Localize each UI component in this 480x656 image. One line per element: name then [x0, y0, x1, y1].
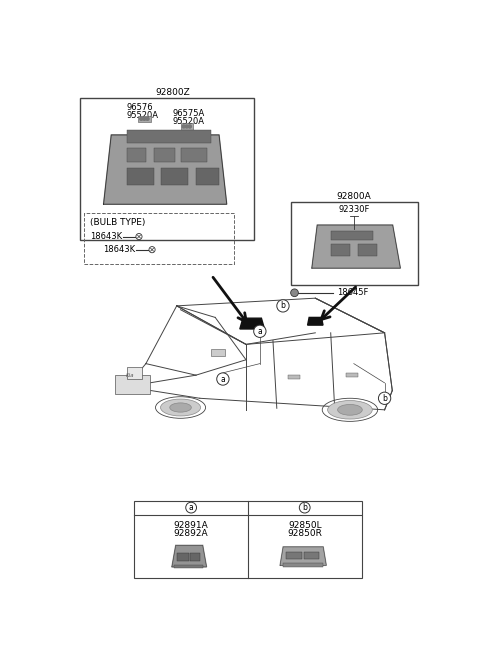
Text: b: b: [302, 503, 307, 512]
Polygon shape: [104, 135, 227, 204]
Bar: [138, 115, 151, 122]
Bar: [115, 375, 150, 394]
Bar: [190, 553, 200, 561]
Circle shape: [277, 300, 289, 312]
Text: 96576: 96576: [127, 104, 153, 112]
Ellipse shape: [337, 405, 362, 415]
Ellipse shape: [328, 401, 372, 419]
Bar: [134, 501, 361, 578]
Text: a: a: [220, 375, 225, 384]
Bar: [180, 148, 207, 162]
Polygon shape: [312, 225, 400, 268]
Text: 92892A: 92892A: [174, 529, 208, 539]
Bar: [127, 367, 142, 379]
Text: 18645F: 18645F: [337, 288, 368, 297]
Bar: [346, 373, 358, 377]
Circle shape: [185, 125, 188, 128]
Text: Kia: Kia: [126, 373, 135, 378]
Text: 92800Z: 92800Z: [156, 88, 190, 97]
Text: 95520A: 95520A: [127, 111, 159, 120]
Bar: [358, 244, 377, 256]
Circle shape: [254, 325, 266, 337]
Circle shape: [217, 373, 229, 385]
Bar: [161, 168, 188, 185]
Text: a: a: [257, 327, 262, 336]
Bar: [127, 168, 154, 185]
Bar: [331, 244, 350, 256]
Circle shape: [140, 117, 143, 120]
Polygon shape: [240, 318, 264, 329]
Circle shape: [182, 125, 185, 128]
Polygon shape: [172, 545, 206, 567]
Polygon shape: [280, 547, 326, 565]
Bar: [331, 231, 373, 240]
Bar: [174, 565, 204, 569]
Bar: [177, 553, 189, 561]
Ellipse shape: [160, 399, 201, 416]
Circle shape: [143, 117, 146, 120]
Text: 92850L: 92850L: [288, 521, 322, 530]
Circle shape: [136, 234, 142, 239]
Bar: [286, 552, 301, 559]
Circle shape: [300, 502, 310, 513]
Text: 92330F: 92330F: [338, 205, 370, 214]
Bar: [288, 375, 300, 379]
Text: b: b: [382, 394, 387, 403]
Circle shape: [146, 117, 149, 120]
Ellipse shape: [170, 403, 192, 412]
Bar: [283, 563, 323, 567]
Bar: [211, 349, 225, 356]
Bar: [127, 131, 211, 142]
Text: 92891A: 92891A: [174, 521, 208, 530]
Bar: [304, 552, 319, 559]
Bar: [196, 168, 219, 185]
Polygon shape: [308, 318, 323, 325]
Circle shape: [378, 392, 391, 405]
Circle shape: [186, 502, 196, 513]
Text: 92850R: 92850R: [287, 529, 322, 539]
Bar: [180, 123, 193, 129]
Text: 18643K: 18643K: [90, 232, 122, 241]
Bar: [81, 98, 254, 240]
Text: 96575A: 96575A: [173, 109, 205, 118]
Circle shape: [188, 125, 192, 128]
Text: 18643K: 18643K: [104, 245, 136, 254]
Bar: [291, 202, 418, 285]
Circle shape: [149, 247, 155, 253]
Bar: [84, 213, 234, 264]
Text: 92800A: 92800A: [337, 192, 372, 201]
Text: b: b: [280, 301, 286, 310]
Text: 95520A: 95520A: [173, 117, 205, 125]
Bar: [127, 148, 146, 162]
Circle shape: [291, 289, 299, 297]
Text: a: a: [189, 503, 193, 512]
Bar: [154, 148, 175, 162]
Text: (BULB TYPE): (BULB TYPE): [90, 218, 146, 227]
